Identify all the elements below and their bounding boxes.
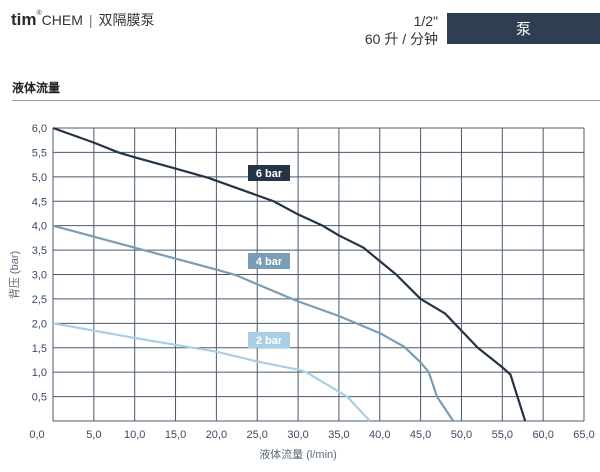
- brand-logo: tim®CHEM | 双隔膜泵: [11, 10, 155, 30]
- y-tick-label: 0,5: [32, 392, 47, 404]
- x-tick-label: 10,0: [124, 429, 145, 441]
- y-tick-label: 3,0: [32, 270, 47, 282]
- x-tick-label: 30,0: [287, 429, 308, 441]
- y-tick-label: 5,0: [32, 172, 47, 184]
- series-label-bg: [248, 332, 290, 348]
- x-tick-label: 20,0: [206, 429, 227, 441]
- x-tick-label: 35,0: [328, 429, 349, 441]
- x-axis-label: 液体流量 (l/min): [259, 447, 337, 461]
- x-tick-label: 45,0: [410, 429, 431, 441]
- y-tick-label: 6,0: [32, 123, 47, 135]
- capacity: 60 升 / 分钟: [364, 31, 438, 47]
- brand-mark: tim: [11, 10, 37, 29]
- series-line-2-bar: [52, 322, 371, 422]
- y-axis-label: 背压 (bar): [7, 251, 21, 299]
- y-tick-label: 4,5: [32, 196, 47, 208]
- x-tick-label: 55,0: [492, 429, 513, 441]
- section-title: 液体流量: [12, 81, 61, 95]
- y-tick-label: 3,5: [32, 245, 47, 257]
- category-button[interactable]: 泵: [447, 13, 600, 44]
- y-tick-label: 2,5: [32, 294, 47, 306]
- x-tick-label: 50,0: [451, 429, 472, 441]
- spec: 1/2" 60 升 / 分钟: [300, 12, 438, 48]
- series-label: 2 bar: [256, 335, 283, 347]
- series-label: 6 bar: [256, 168, 283, 180]
- series-label: 4 bar: [256, 256, 283, 268]
- series-line-6-bar: [52, 126, 527, 422]
- y-tick-label: 1,0: [32, 367, 47, 379]
- product-name: 双隔膜泵: [98, 12, 155, 28]
- y-tick-label: 4,0: [32, 221, 47, 233]
- port-size: 1/2": [413, 13, 438, 29]
- y-tick-label: 1,5: [32, 343, 47, 355]
- series-label-bg: [248, 253, 290, 269]
- x-tick-label: 15,0: [165, 429, 186, 441]
- y-tick-label: 2,0: [32, 318, 47, 330]
- y-tick-label: 5,5: [32, 147, 47, 159]
- section-divider: [12, 100, 600, 101]
- divider: |: [88, 12, 93, 28]
- x-tick-label: 25,0: [247, 429, 268, 441]
- x-tick-label: 0,0: [29, 429, 44, 441]
- brand-name: CHEM: [41, 12, 83, 28]
- series-line-4-bar: [52, 224, 455, 422]
- series-label-bg: [248, 165, 290, 181]
- x-tick-label: 40,0: [369, 429, 390, 441]
- x-tick-label: 60,0: [532, 429, 553, 441]
- registered-icon: ®: [36, 10, 42, 17]
- x-tick-label: 5,0: [86, 429, 101, 441]
- x-tick-label: 65,0: [573, 429, 594, 441]
